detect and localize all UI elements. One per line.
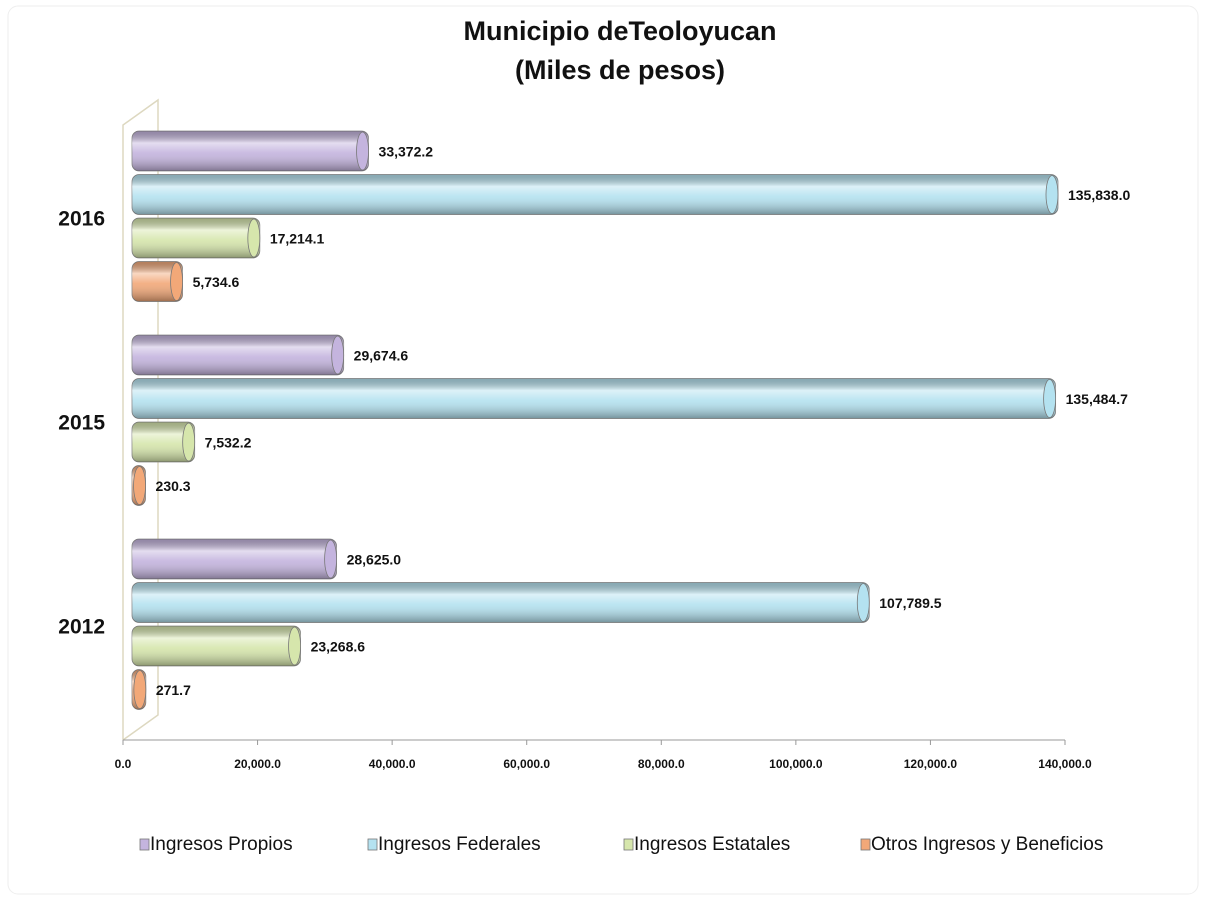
bar-shade bbox=[132, 261, 183, 302]
bar-shade bbox=[132, 218, 260, 258]
legend-label: Ingresos Propios bbox=[150, 834, 293, 855]
bar-cap bbox=[356, 131, 369, 171]
value-label: 230.3 bbox=[156, 478, 191, 494]
bar-shade bbox=[132, 378, 1056, 419]
x-tick-label: 120,000.0 bbox=[904, 757, 958, 771]
x-tick-label: 20,000.0 bbox=[234, 757, 281, 771]
category-label: 2016 bbox=[58, 208, 105, 231]
value-label: 33,372.2 bbox=[379, 144, 434, 160]
x-tick-label: 60,000.0 bbox=[503, 757, 550, 771]
value-label: 7,532.2 bbox=[205, 435, 252, 451]
bar-shade bbox=[132, 626, 301, 666]
legend-swatch bbox=[860, 838, 871, 851]
bar-cap bbox=[1045, 175, 1059, 214]
bar-shade bbox=[132, 335, 344, 375]
value-label: 17,214.1 bbox=[270, 231, 325, 247]
value-label: 135,484.7 bbox=[1066, 391, 1128, 407]
bar-shade bbox=[132, 422, 195, 462]
bar-cap bbox=[856, 583, 870, 622]
legend-label: Ingresos Federales bbox=[378, 834, 541, 855]
category-label: 2012 bbox=[58, 616, 105, 639]
value-label: 28,625.0 bbox=[347, 552, 402, 568]
plot: 0.0 20,000.0 40,000.0 60,000.0 80,000.0 100,0… bbox=[58, 130, 1130, 855]
bar-cap bbox=[324, 539, 338, 579]
bar-shade bbox=[132, 582, 870, 623]
legend-label: Otros Ingresos y Beneficios bbox=[871, 834, 1103, 855]
x-tick-label: 100,000.0 bbox=[769, 757, 823, 771]
value-label: 5,734.6 bbox=[193, 274, 240, 290]
bar-cap bbox=[288, 626, 301, 666]
bar-cap bbox=[331, 335, 345, 375]
bar-shade bbox=[132, 174, 1058, 215]
x-tick-label: 0.0 bbox=[115, 757, 132, 771]
bar-cap bbox=[182, 422, 196, 462]
bar-cap bbox=[170, 262, 183, 301]
chart-frame bbox=[7, 5, 1199, 895]
bar-cap bbox=[247, 218, 261, 258]
value-label: 23,268.6 bbox=[311, 639, 366, 655]
bar-cap bbox=[133, 670, 147, 709]
x-tick-label: 80,000.0 bbox=[638, 757, 685, 771]
x-tick-label: 140,000.0 bbox=[1038, 757, 1092, 771]
legend-swatch bbox=[139, 838, 150, 851]
back-wall bbox=[122, 98, 159, 741]
value-label: 29,674.6 bbox=[354, 348, 409, 364]
chart-subtitle: (Miles de pesos) bbox=[515, 55, 725, 85]
bar-shade bbox=[132, 131, 369, 171]
legend-swatch bbox=[623, 838, 634, 851]
x-tick-label: 40,000.0 bbox=[369, 757, 416, 771]
bar-cap bbox=[133, 466, 146, 505]
legend-label: Ingresos Estatales bbox=[634, 834, 790, 855]
value-label: 107,789.5 bbox=[879, 595, 941, 611]
value-label: 271.7 bbox=[156, 682, 191, 698]
value-label: 135,838.0 bbox=[1068, 187, 1130, 203]
category-label: 2015 bbox=[58, 412, 105, 435]
bar-shade bbox=[132, 539, 337, 579]
bar-cap bbox=[1043, 379, 1057, 418]
legend-swatch bbox=[367, 838, 378, 851]
chart-title: Municipio deTeoloyucan bbox=[463, 16, 776, 46]
